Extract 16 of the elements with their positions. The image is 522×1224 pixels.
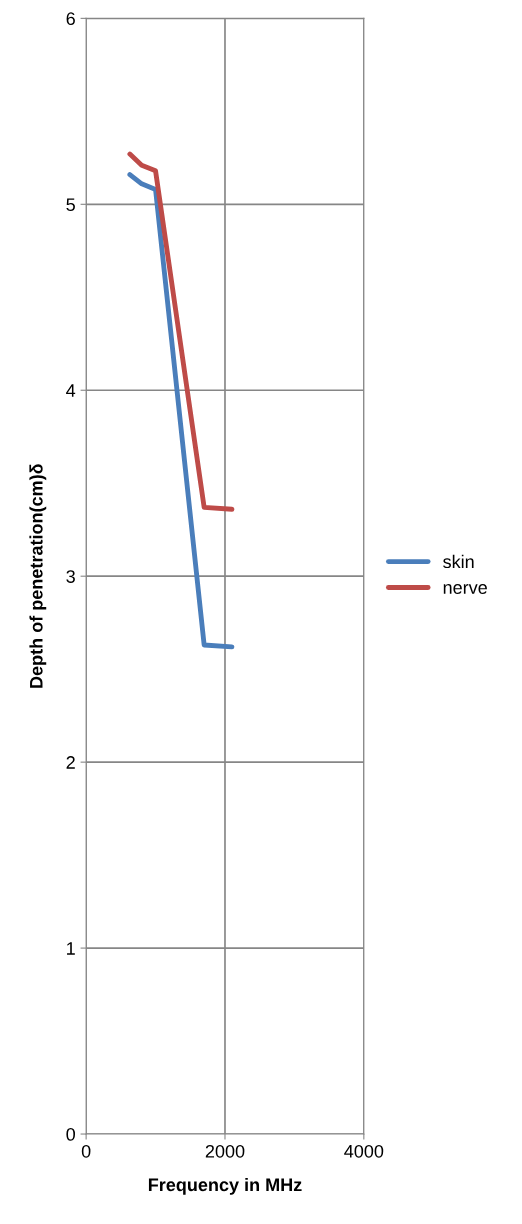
y-tick-label: 1 [67,942,75,955]
y-axis-title: Depth of penetration(cm)δ [29,464,47,688]
legend-label: nerve [443,584,487,594]
x-tick-label: 0 [81,1144,91,1158]
legend-label: skin [443,554,474,569]
x-axis-title: Frequency in MHz [148,1177,302,1195]
y-tick-label: 5 [66,198,75,212]
y-tick-label: 0 [66,1127,76,1141]
y-tick-label: 4 [66,384,76,397]
x-tick-label: 4000 [344,1144,384,1158]
line-series [127,151,235,512]
line-series [127,172,235,650]
y-tick-label: 3 [66,570,75,583]
y-tick-label: 2 [66,756,75,769]
x-tick-label: 2000 [205,1144,245,1158]
y-tick-label: 6 [66,12,75,26]
